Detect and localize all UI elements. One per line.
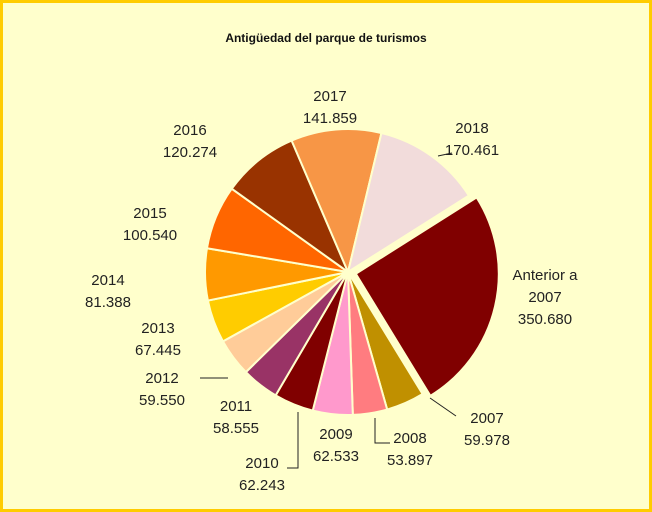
data-label: 2007 59.978 [464,408,510,452]
pie-slice [290,128,383,276]
label-text: 59.550 [139,392,185,409]
label-text: 350.680 [517,311,573,328]
label-text: 2016 [173,122,207,139]
data-label: 2012 59.550 [139,368,185,412]
label-text: 120.274 [162,144,218,161]
data-label: 2014 81.388 [85,270,131,314]
data-label: 2016 120.274 [163,120,217,164]
label-text: 53.897 [387,452,433,469]
label-text: 2012 [145,370,179,387]
label-text: 67.445 [135,342,181,359]
label-text: 2008 [393,430,427,447]
data-label: Anterior a 2007 350.680 [505,265,585,331]
data-label: 2009 62.533 [313,424,359,468]
label-text: 81.388 [85,294,131,311]
pie-slice [346,131,471,275]
label-text: 59.978 [464,432,510,449]
label-text: 2009 [319,426,353,443]
chart-title: Antigüedad del parque de turismos [225,31,427,45]
label-text: 100.540 [122,227,178,244]
pie-slice [354,196,500,398]
data-label: 2011 58.555 [213,396,259,440]
label-text: 58.555 [213,420,259,437]
data-label: 2015 100.540 [123,203,177,247]
label-text: 62.243 [239,477,285,494]
data-label: 2008 53.897 [387,428,433,472]
label-text: 2018 [455,120,489,137]
data-label: 2018 170.461 [445,118,499,162]
data-label: 2013 67.445 [135,318,181,362]
label-text: 2010 [245,455,279,472]
label-text: 141.859 [302,110,358,127]
leader-line [287,412,299,469]
leader-line [374,418,390,444]
label-text: 2011 [219,398,253,415]
label-text: 2013 [141,320,175,337]
leader-line [437,152,453,157]
leader-line [429,397,457,417]
leader-lines [200,152,457,469]
data-label: 2017 141.859 [303,86,357,130]
label-text: 170.461 [444,142,500,159]
label-text: 62.533 [313,448,359,465]
label-text: 2007 [470,410,504,427]
label-text: 2014 [91,272,125,289]
data-label: 2010 62.243 [239,453,285,497]
label-text: Anterior a 2007 [512,267,578,306]
label-text: 2017 [313,88,347,105]
label-text: 2015 [133,205,167,222]
